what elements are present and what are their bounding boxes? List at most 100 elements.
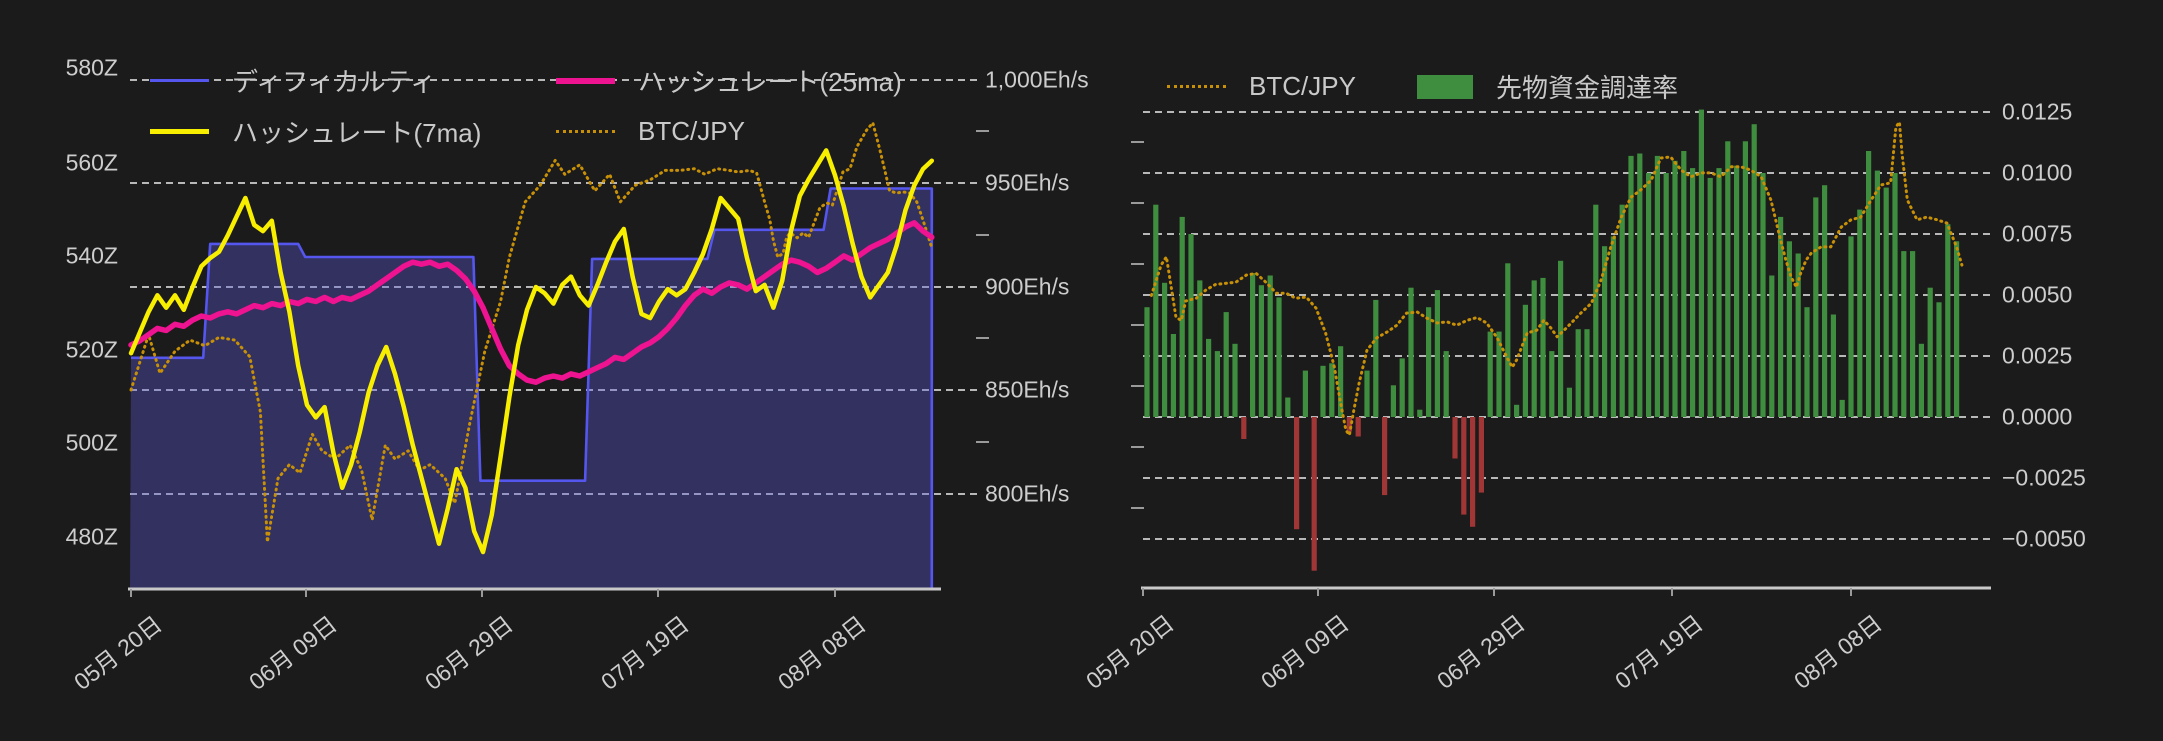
funding-rate-bar bbox=[1514, 404, 1520, 417]
right-y-axis-tick-label: 0.0000 bbox=[2002, 403, 2073, 430]
funding-rate-bar bbox=[1707, 177, 1713, 417]
funding-rate-bar bbox=[1848, 236, 1854, 417]
funding-rate-bar bbox=[1153, 204, 1159, 417]
funding-rate-bar bbox=[1276, 297, 1282, 417]
right-y-axis-tick-label: 0.0025 bbox=[2002, 342, 2073, 369]
funding-rate-bar bbox=[1602, 246, 1608, 417]
left-y2-axis-tick-label: 900Eh/s bbox=[985, 273, 1070, 300]
funding-rate-bar bbox=[1839, 399, 1845, 417]
funding-rate-bar bbox=[1170, 334, 1176, 417]
hashrate-25ma-line-swatch-icon bbox=[556, 77, 615, 84]
right-y-axis-tick-label: 0.0125 bbox=[2002, 98, 2073, 125]
funding-rate-bar bbox=[1575, 329, 1581, 417]
left-y2-axis-tick-label: 950Eh/s bbox=[985, 169, 1070, 196]
funding-rate-bar bbox=[1760, 173, 1766, 417]
difficulty-area bbox=[130, 188, 932, 589]
funding-rate-bar bbox=[1610, 236, 1616, 417]
left-y-axis-tick-label: 500Z bbox=[65, 429, 118, 456]
funding-rate-bar bbox=[1883, 187, 1889, 417]
legend-row: ハッシュレート(7ma) BTC/JPY bbox=[150, 113, 902, 150]
right-y-axis-tick-label: −0.0050 bbox=[2002, 525, 2086, 552]
funding-rate-bar bbox=[1232, 343, 1238, 417]
funding-rate-bar bbox=[1311, 417, 1317, 571]
btcjpy-dotted-line-right bbox=[1149, 120, 1964, 437]
funding-rate-bar bbox=[1443, 351, 1449, 417]
funding-rate-bar bbox=[1769, 275, 1775, 417]
left-y-axis-tick-label: 560Z bbox=[65, 149, 118, 176]
legend-item-hashrate-7ma[interactable]: ハッシュレート(7ma) bbox=[150, 113, 556, 150]
left-y2-axis-tick-label: 1,000Eh/s bbox=[985, 66, 1089, 93]
funding-rate-bar bbox=[1470, 417, 1476, 527]
funding-rate-bar bbox=[1751, 124, 1757, 417]
funding-rate-bar bbox=[1399, 358, 1405, 417]
left-chart-legend: ディフィカルティ ハッシュレート(25ma) ハッシュレート(7ma) BTC/… bbox=[150, 62, 902, 150]
legend-item-btcjpy-left[interactable]: BTC/JPY bbox=[556, 116, 745, 147]
left-y2-axis-tick-label: 850Eh/s bbox=[985, 376, 1070, 403]
left-y-axis-tick-label: 580Z bbox=[65, 54, 118, 81]
funding-rate-bar bbox=[1646, 173, 1652, 417]
legend-label: 先物資金調達率 bbox=[1496, 73, 1679, 103]
funding-rate-bar bbox=[1206, 338, 1212, 417]
legend-label: ディフィカルティ bbox=[232, 67, 437, 97]
funding-rate-bar bbox=[1795, 253, 1801, 417]
legend-item-difficulty[interactable]: ディフィカルティ bbox=[150, 62, 556, 99]
funding-rate-bar bbox=[1830, 314, 1836, 417]
funding-rate-bar bbox=[1417, 409, 1423, 417]
hashrate-25ma-line bbox=[128, 220, 935, 385]
legend-row: BTC/JPY 先物資金調達率 bbox=[1167, 68, 1678, 105]
funding-rate-bar bbox=[1258, 285, 1264, 417]
funding-rate-bar bbox=[1329, 363, 1335, 417]
legend-item-btcjpy-right[interactable]: BTC/JPY bbox=[1167, 71, 1417, 102]
funding-rate-bar bbox=[1734, 165, 1740, 417]
legend-label: BTC/JPY bbox=[1249, 71, 1356, 101]
funding-rate-bar bbox=[1355, 417, 1361, 437]
funding-rate-bar bbox=[1241, 417, 1247, 439]
funding-rate-bar bbox=[1452, 417, 1458, 459]
funding-rate-bar bbox=[1426, 307, 1432, 417]
funding-rate-bar bbox=[1531, 280, 1537, 417]
funding-rate-bar bbox=[1338, 346, 1344, 417]
funding-rate-bar bbox=[1214, 351, 1220, 417]
legend-item-hashrate-25ma[interactable]: ハッシュレート(25ma) bbox=[556, 62, 902, 99]
funding-rate-bar bbox=[1892, 173, 1898, 417]
funding-rate-bar bbox=[1558, 260, 1564, 417]
legend-row: ディフィカルティ ハッシュレート(25ma) bbox=[150, 62, 902, 99]
right-y-axis-tick-label: 0.0075 bbox=[2002, 220, 2073, 247]
btcjpy-dotted-swatch-icon bbox=[1167, 85, 1226, 88]
funding-rate-bar bbox=[1874, 170, 1880, 417]
funding-rate-bar bbox=[1584, 329, 1590, 417]
funding-rate-bar bbox=[1910, 251, 1916, 417]
funding-rate-bar bbox=[1654, 155, 1660, 417]
funding-rate-bar bbox=[1954, 241, 1960, 417]
legend-label: ハッシュレート(25ma) bbox=[638, 67, 902, 97]
funding-rate-bar bbox=[1566, 387, 1572, 417]
legend-label: BTC/JPY bbox=[638, 116, 745, 146]
funding-rate-bar bbox=[1804, 307, 1810, 417]
hashrate-7ma-line bbox=[128, 148, 935, 555]
right-y-axis-tick-label: 0.0050 bbox=[2002, 281, 2073, 308]
funding-rate-bar bbox=[1857, 209, 1863, 417]
funding-rate-bar bbox=[1681, 151, 1687, 417]
right-chart-legend: BTC/JPY 先物資金調達率 bbox=[1167, 68, 1678, 105]
funding-rate-bar bbox=[1522, 304, 1528, 417]
funding-rate-bar bbox=[1496, 331, 1502, 417]
funding-rate-bar bbox=[1505, 263, 1511, 417]
funding-rate-bar bbox=[1250, 273, 1256, 417]
right-y-axis-tick-label: −0.0025 bbox=[2002, 464, 2086, 491]
right-y-axis-tick-label: 0.0100 bbox=[2002, 159, 2073, 186]
funding-rate-bar bbox=[1364, 370, 1370, 417]
btcjpy-dotted-swatch-icon bbox=[556, 130, 615, 133]
funding-rate-bar bbox=[1725, 141, 1731, 418]
btcjpy-dotted-line-left bbox=[129, 121, 934, 544]
funding-rate-bar bbox=[1690, 168, 1696, 417]
funding-rate-bar bbox=[1778, 216, 1784, 417]
funding-rate-bar bbox=[1408, 287, 1414, 417]
funding-rate-bar bbox=[1813, 197, 1819, 417]
funding-rate-bar bbox=[1786, 241, 1792, 417]
funding-rate-bar bbox=[1822, 185, 1828, 417]
funding-rate-bar bbox=[1478, 417, 1484, 493]
funding-rate-bar bbox=[1927, 287, 1933, 417]
legend-item-funding-rate[interactable]: 先物資金調達率 bbox=[1417, 68, 1678, 105]
